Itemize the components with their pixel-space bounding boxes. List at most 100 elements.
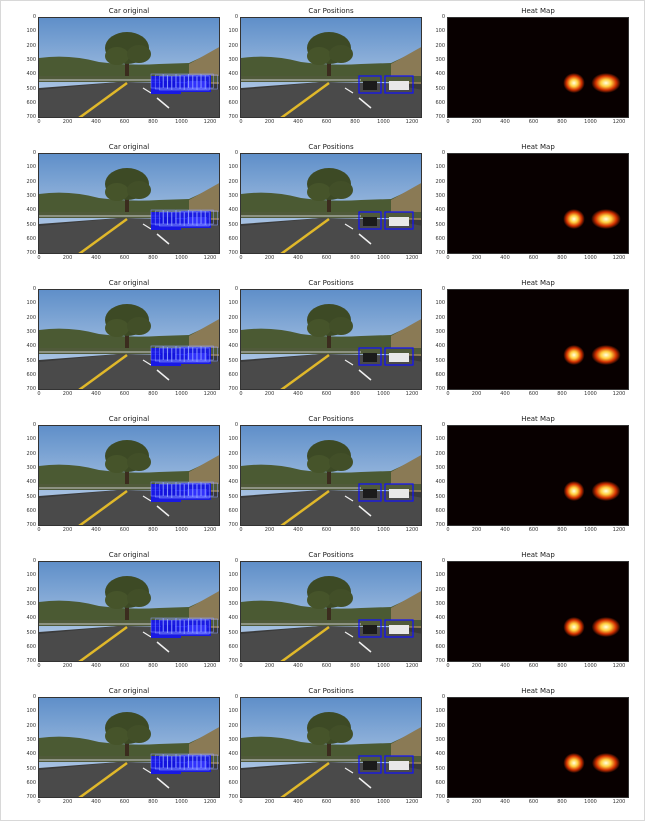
y-tick-label: 100	[228, 708, 238, 715]
x-tick-label: 1200	[405, 119, 419, 125]
y-tick-label: 0	[234, 558, 238, 564]
y-tick-label: 500	[435, 221, 445, 228]
y-tick-label: 100	[435, 300, 445, 307]
x-tick-label: 1200	[203, 799, 217, 805]
panel-title: Car original	[108, 415, 150, 423]
y-tick-label: 200	[435, 722, 445, 729]
x-tick-label: 0	[239, 255, 243, 261]
plot-axes	[38, 153, 220, 254]
y-tick-label: 100	[228, 300, 238, 307]
y-tick-label: 400	[435, 207, 445, 214]
y-tick-label: 400	[435, 343, 445, 350]
y-tick-label: 400	[26, 207, 36, 214]
y-tick-label: 500	[26, 357, 36, 364]
x-tick-label: 200	[264, 255, 275, 261]
panel-title: Heat Map	[521, 7, 555, 15]
x-tick-label: 400	[293, 255, 303, 261]
road-image	[39, 154, 219, 253]
x-tick-label: 200	[471, 391, 482, 397]
y-tick-label: 400	[228, 751, 238, 758]
y-tick-label: 300	[26, 736, 36, 743]
y-tick-label: 0	[32, 558, 36, 564]
x-tick-label: 800	[557, 527, 567, 533]
x-tick-label: 1200	[405, 663, 419, 669]
x-tick-label: 1200	[405, 391, 419, 397]
x-tick-label: 0	[37, 391, 41, 397]
panel-title: Heat Map	[521, 687, 555, 695]
y-tick-label: 0	[234, 422, 238, 428]
x-tick-label: 1200	[405, 799, 419, 805]
x-tick-label: 400	[500, 391, 510, 397]
x-tick-label: 800	[350, 391, 360, 397]
heat-map-image	[448, 698, 628, 797]
x-tick-label: 1000	[175, 663, 188, 669]
x-tick-label: 0	[239, 799, 243, 805]
x-tick-label: 600	[119, 663, 130, 669]
y-tick-label: 200	[435, 42, 445, 49]
x-tick-label: 0	[446, 663, 450, 669]
x-tick-label: 400	[500, 255, 510, 261]
y-tick-label: 200	[26, 42, 36, 49]
y-tick-label: 200	[228, 42, 238, 49]
plot-axes	[447, 17, 629, 118]
x-tick-label: 1000	[175, 119, 188, 125]
heat-map-image	[448, 18, 628, 117]
x-tick-label: 600	[321, 663, 332, 669]
y-tick-label: 700	[228, 386, 238, 393]
x-tick-label: 800	[350, 255, 360, 261]
x-tick-label: 1000	[584, 391, 597, 397]
x-tick-label: 0	[37, 799, 41, 805]
y-tick-label: 0	[32, 694, 36, 700]
y-tick-label: 700	[228, 658, 238, 665]
y-tick-label: 500	[26, 765, 36, 772]
y-tick-label: 400	[26, 615, 36, 622]
plot-axes	[38, 17, 220, 118]
y-tick-label: 100	[435, 572, 445, 579]
y-tick-label: 500	[228, 85, 238, 92]
y-tick-label: 0	[441, 150, 445, 156]
x-tick-label: 200	[471, 799, 482, 805]
y-tick-label: 500	[228, 221, 238, 228]
x-tick-label: 200	[62, 663, 73, 669]
road-image	[241, 562, 421, 661]
road-image	[39, 562, 219, 661]
x-tick-label: 200	[471, 663, 482, 669]
panel-title: Heat Map	[521, 551, 555, 559]
x-tick-label: 1000	[377, 527, 390, 533]
x-tick-label: 400	[293, 391, 303, 397]
y-tick-label: 600	[228, 507, 238, 514]
x-tick-label: 200	[62, 255, 73, 261]
x-tick-label: 1200	[203, 663, 217, 669]
plot-axes	[38, 289, 220, 390]
y-tick-label: 200	[435, 586, 445, 593]
x-tick-label: 1200	[405, 255, 419, 261]
y-tick-label: 700	[26, 658, 36, 665]
y-tick-label: 100	[228, 28, 238, 35]
panel-title: Car original	[108, 143, 150, 151]
x-tick-label: 800	[350, 663, 360, 669]
y-tick-label: 400	[26, 479, 36, 486]
y-tick-label: 600	[435, 507, 445, 514]
y-tick-label: 700	[435, 250, 445, 257]
y-tick-label: 300	[228, 56, 238, 63]
y-tick-label: 200	[26, 314, 36, 321]
y-tick-label: 100	[26, 28, 36, 35]
x-tick-label: 0	[37, 663, 41, 669]
x-tick-label: 800	[557, 663, 567, 669]
x-tick-label: 200	[62, 527, 73, 533]
y-tick-label: 500	[26, 221, 36, 228]
panel-title: Car Positions	[308, 143, 354, 151]
y-tick-label: 500	[435, 357, 445, 364]
road-image	[241, 290, 421, 389]
x-tick-label: 200	[62, 391, 73, 397]
y-tick-label: 0	[441, 286, 445, 292]
y-tick-label: 200	[26, 450, 36, 457]
panel-title: Car Positions	[308, 279, 354, 287]
x-tick-label: 600	[528, 799, 539, 805]
y-tick-label: 600	[228, 371, 238, 378]
y-tick-label: 300	[228, 192, 238, 199]
plot-axes	[240, 153, 422, 254]
y-tick-label: 200	[228, 314, 238, 321]
x-tick-label: 0	[37, 255, 41, 261]
panel-title: Car Positions	[308, 7, 354, 15]
